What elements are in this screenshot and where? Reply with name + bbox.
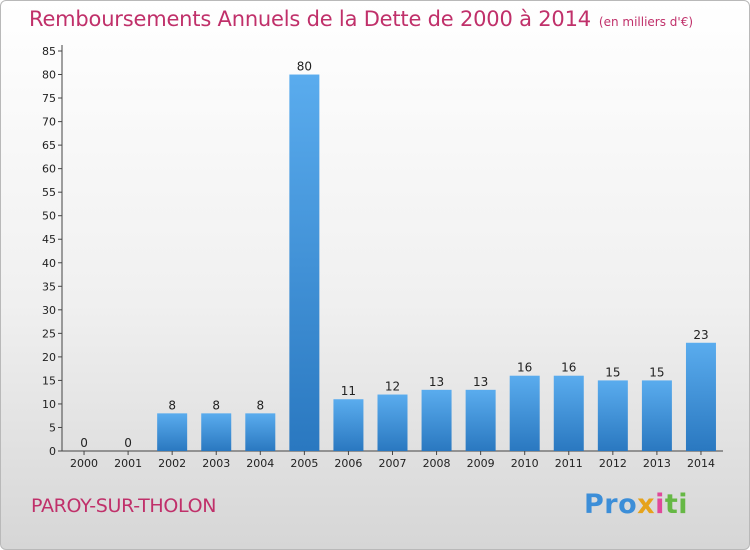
y-tick-label: 60: [42, 163, 56, 176]
y-tick-label: 80: [42, 69, 56, 82]
proxiti-logo: Proxiti: [584, 489, 689, 520]
y-tick-label: 70: [42, 116, 56, 129]
value-label-2012: 15: [605, 365, 620, 379]
x-tick-label: 2010: [511, 457, 539, 470]
x-tick-label: 2000: [70, 457, 98, 470]
y-tick-label: 75: [42, 92, 56, 105]
y-tick-label: 85: [42, 45, 56, 58]
y-tick-label: 50: [42, 210, 56, 223]
value-label-2006: 11: [341, 384, 356, 398]
y-tick-label: 15: [42, 374, 56, 387]
value-label-2010: 16: [517, 361, 532, 375]
x-tick-label: 2013: [643, 457, 671, 470]
chart-subtitle: (en milliers d'€): [598, 15, 694, 29]
y-tick-label: 25: [42, 327, 56, 340]
value-label-2005: 80: [297, 60, 312, 74]
bar-2003: [201, 413, 232, 451]
x-tick-label: 2003: [202, 457, 230, 470]
bar-2009: [465, 389, 496, 451]
x-tick-label: 2009: [467, 457, 495, 470]
value-label-2013: 15: [649, 365, 664, 379]
x-tick-label: 2005: [290, 457, 318, 470]
value-label-2009: 13: [473, 375, 488, 389]
y-tick-label: 45: [42, 233, 56, 246]
bar-2007: [377, 394, 408, 451]
place-name: PAROY-SUR-THOLON: [31, 495, 217, 517]
chart-title: Remboursements Annuels de la Dette de 20…: [29, 7, 591, 31]
bar-2004: [245, 413, 276, 451]
bar-2006: [333, 399, 364, 451]
value-label-2001: 0: [124, 436, 132, 450]
y-tick-label: 55: [42, 186, 56, 199]
y-tick-label: 30: [42, 304, 56, 317]
value-label-2003: 8: [212, 398, 220, 412]
bar-2013: [641, 380, 672, 451]
value-label-2014: 23: [693, 328, 708, 342]
y-tick-label: 20: [42, 351, 56, 364]
x-tick-label: 2012: [599, 457, 627, 470]
x-tick-label: 2011: [555, 457, 583, 470]
value-labels: 0 0 8 8 8 80 11 12 13 13 16 16 15 15 23: [80, 60, 708, 450]
bar-2012: [597, 380, 628, 451]
bar-2008: [421, 389, 452, 451]
y-tick-label: 0: [49, 445, 56, 458]
value-label-2008: 13: [429, 375, 444, 389]
y-tick-label: 65: [42, 139, 56, 152]
bar-2002: [157, 413, 188, 451]
x-tick-label: 2004: [246, 457, 274, 470]
value-label-2002: 8: [168, 398, 176, 412]
bar-2014: [685, 342, 716, 451]
value-label-2004: 8: [256, 398, 264, 412]
title-row: Remboursements Annuels de la Dette de 20…: [29, 7, 693, 31]
value-label-2007: 12: [385, 380, 400, 394]
value-label-2011: 16: [561, 361, 576, 375]
x-tick-label: 2014: [687, 457, 715, 470]
x-tick-label: 2002: [158, 457, 186, 470]
y-tick-label: 5: [49, 421, 56, 434]
bar-2005: [289, 74, 320, 451]
x-tick-label: 2007: [379, 457, 407, 470]
bar-2010: [509, 375, 540, 451]
y-tick-label: 10: [42, 398, 56, 411]
value-label-2000: 0: [80, 436, 88, 450]
x-tick-label: 2006: [334, 457, 362, 470]
x-tick-label: 2008: [423, 457, 451, 470]
bars: [157, 74, 716, 451]
y-tick-label: 35: [42, 280, 56, 293]
y-tick-label: 40: [42, 257, 56, 270]
bar-2011: [553, 375, 584, 451]
x-tick-label: 2001: [114, 457, 142, 470]
